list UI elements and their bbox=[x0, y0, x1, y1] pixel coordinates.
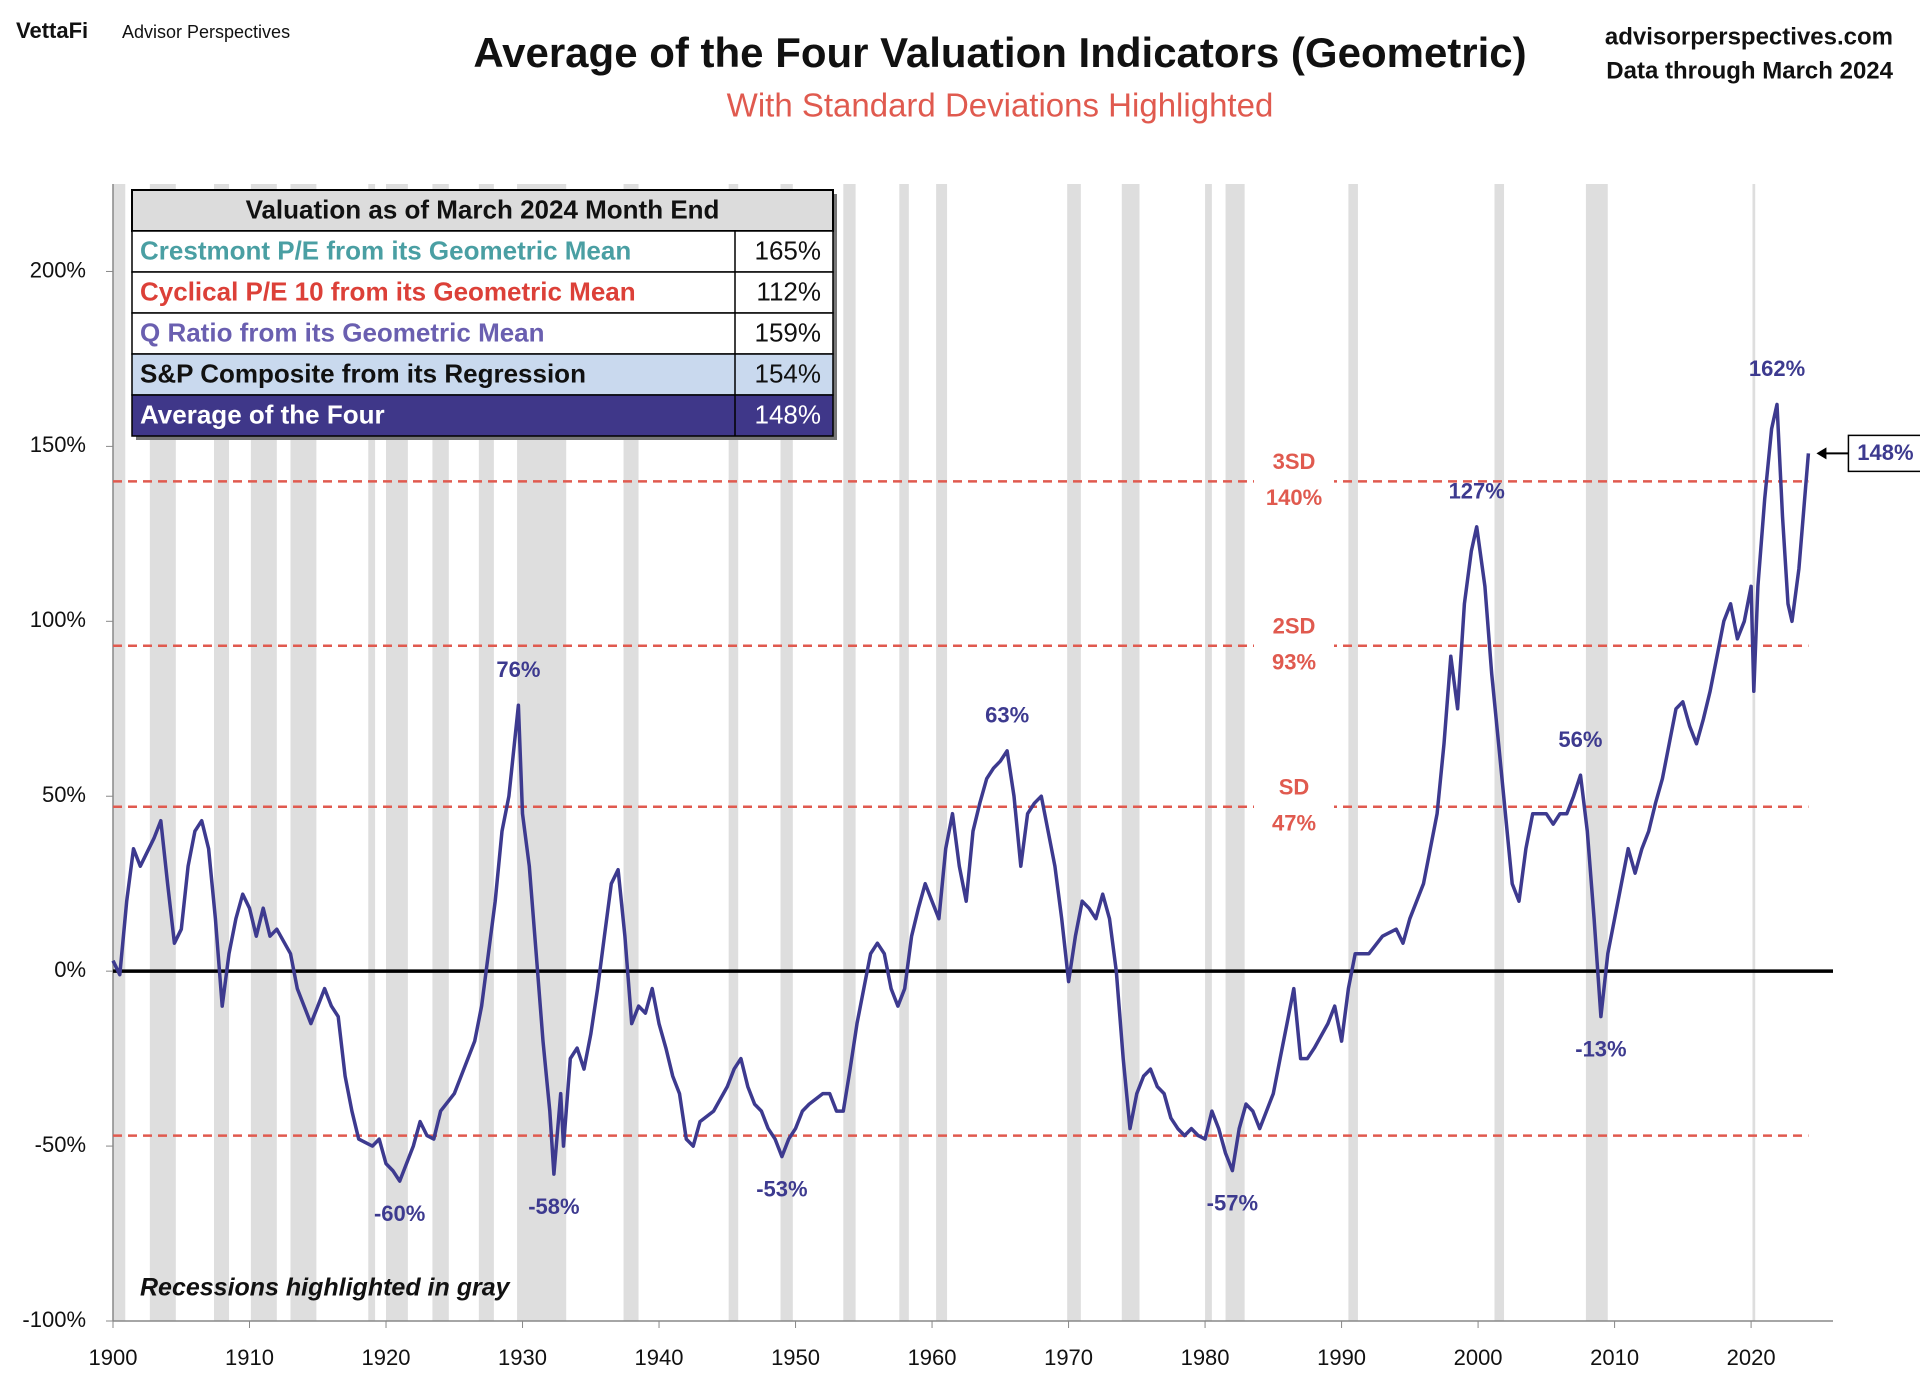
y-tick-label: 100% bbox=[30, 607, 86, 632]
reference-value: 93% bbox=[1272, 650, 1316, 675]
reference-value: 140% bbox=[1266, 485, 1322, 510]
table-label: Cyclical P/E 10 from its Geometric Mean bbox=[140, 276, 636, 306]
recession-band bbox=[1585, 184, 1608, 1321]
reference-label: SD bbox=[1279, 775, 1310, 800]
reference-label: 3SD bbox=[1273, 449, 1316, 474]
annotation: 56% bbox=[1558, 727, 1602, 752]
current-label: 148% bbox=[1857, 440, 1913, 465]
recession-band bbox=[1225, 184, 1245, 1321]
reference-label-bg bbox=[1254, 447, 1334, 518]
recession-band bbox=[843, 184, 856, 1321]
recession-band bbox=[113, 184, 126, 1321]
table-row bbox=[131, 230, 834, 273]
recession-band bbox=[780, 184, 793, 1321]
recession-band bbox=[1205, 184, 1212, 1321]
x-tick-label: 2020 bbox=[1727, 1345, 1776, 1370]
x-tick-label: 2010 bbox=[1590, 1345, 1639, 1370]
reference-value: 47% bbox=[1272, 811, 1316, 836]
recession-band bbox=[1348, 184, 1358, 1321]
table-value: 154% bbox=[755, 358, 822, 388]
table-header bbox=[131, 189, 834, 232]
x-tick-label: 1940 bbox=[635, 1345, 684, 1370]
chart-title: Average of the Four Valuation Indicators… bbox=[473, 29, 1526, 76]
recession-band bbox=[214, 184, 230, 1321]
x-tick-label: 1910 bbox=[225, 1345, 274, 1370]
table-value: 159% bbox=[755, 317, 822, 347]
current-arrowhead bbox=[1816, 447, 1827, 460]
recession-band bbox=[936, 184, 948, 1321]
data-line bbox=[111, 402, 1811, 1183]
brand: VettaFi bbox=[16, 18, 88, 43]
table-label: Average of the Four bbox=[140, 399, 385, 429]
y-tick-label: 50% bbox=[42, 782, 86, 807]
recession-band bbox=[1067, 184, 1081, 1321]
x-tick-label: 1920 bbox=[362, 1345, 411, 1370]
x-tick-label: 1960 bbox=[908, 1345, 957, 1370]
y-tick-label: -100% bbox=[22, 1307, 86, 1332]
annotation: 76% bbox=[496, 657, 540, 682]
recession-band bbox=[623, 184, 639, 1321]
annotation: 63% bbox=[985, 703, 1029, 728]
table-value: 165% bbox=[755, 235, 822, 265]
annotation: -53% bbox=[756, 1176, 807, 1201]
table-row bbox=[131, 271, 834, 314]
table-row bbox=[131, 394, 834, 437]
recession-band bbox=[432, 184, 449, 1321]
table-value: 148% bbox=[755, 399, 822, 429]
y-tick-label: -50% bbox=[35, 1132, 86, 1157]
x-tick-label: 1900 bbox=[89, 1345, 138, 1370]
x-tick-label: 1970 bbox=[1044, 1345, 1093, 1370]
table-row bbox=[131, 312, 834, 355]
x-tick-label: 1980 bbox=[1181, 1345, 1230, 1370]
x-tick-label: 1950 bbox=[771, 1345, 820, 1370]
recession-band bbox=[368, 184, 376, 1321]
y-tick-label: 200% bbox=[30, 257, 86, 282]
recession-band bbox=[386, 184, 408, 1321]
data-note: Data through March 2024 bbox=[1606, 57, 1893, 84]
x-tick-label: 1930 bbox=[498, 1345, 547, 1370]
recession-band bbox=[1121, 184, 1140, 1321]
y-tick-label: 150% bbox=[30, 432, 86, 457]
annotation: 162% bbox=[1749, 356, 1805, 381]
reference-label-bg bbox=[1254, 611, 1334, 682]
table-title: Valuation as of March 2024 Month End bbox=[246, 194, 720, 224]
y-tick-label: 0% bbox=[54, 957, 86, 982]
reference-label: 2SD bbox=[1273, 614, 1316, 639]
recession-band bbox=[899, 184, 909, 1321]
x-tick-label: 1990 bbox=[1317, 1345, 1366, 1370]
table-label: Crestmont P/E from its Geometric Mean bbox=[140, 235, 631, 265]
table-value: 112% bbox=[756, 276, 821, 306]
brand-sub: Advisor Perspectives bbox=[122, 22, 290, 42]
reference-label-bg bbox=[1254, 772, 1334, 843]
annotation: -60% bbox=[374, 1201, 425, 1226]
annotation: 127% bbox=[1449, 479, 1505, 504]
recession-band bbox=[728, 184, 739, 1321]
chart-subtitle: With Standard Deviations Highlighted bbox=[727, 87, 1274, 124]
table-label: Q Ratio from its Geometric Mean bbox=[140, 317, 545, 347]
x-tick-label: 2000 bbox=[1454, 1345, 1503, 1370]
annotation: -58% bbox=[528, 1194, 579, 1219]
annotation: -57% bbox=[1207, 1190, 1258, 1215]
table-label: S&P Composite from its Regression bbox=[140, 358, 586, 388]
recession-band bbox=[1752, 184, 1756, 1321]
note: Recessions highlighted in gray bbox=[140, 1274, 511, 1302]
site: advisorperspectives.com bbox=[1605, 23, 1893, 50]
recession-band bbox=[478, 184, 494, 1321]
current-box bbox=[1847, 434, 1920, 473]
annotation: -13% bbox=[1575, 1036, 1626, 1061]
